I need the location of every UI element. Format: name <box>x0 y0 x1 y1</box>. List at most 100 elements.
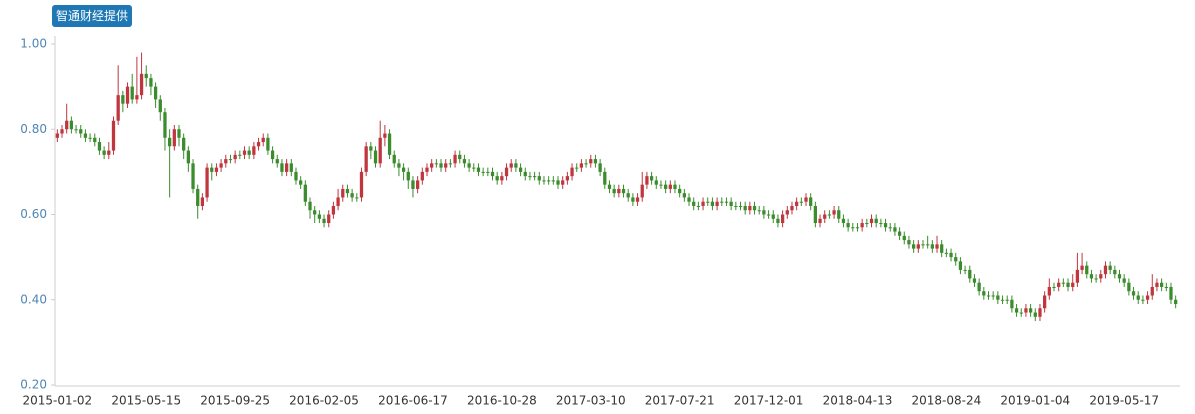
candle-body <box>949 252 953 258</box>
candle-body <box>125 86 130 104</box>
candle-body <box>88 137 92 139</box>
x-tick-label: 2017-03-10 <box>556 394 626 408</box>
candle-body <box>467 163 471 168</box>
candle-body <box>1024 308 1028 313</box>
candle-body <box>687 197 691 202</box>
x-tick-label: 2017-12-01 <box>734 394 804 408</box>
candle-body <box>486 171 490 173</box>
candle-body <box>476 167 481 172</box>
candle-body <box>355 197 359 199</box>
candle-body <box>55 133 59 138</box>
candle-body <box>97 142 102 151</box>
candle-body <box>1150 286 1154 296</box>
x-tick-label: 2017-07-21 <box>645 394 715 408</box>
candle-body <box>205 167 209 198</box>
candle-body <box>617 188 621 194</box>
candle-body <box>1038 308 1042 317</box>
x-tick-label: 2019-05-17 <box>1089 394 1159 408</box>
candle-body <box>275 159 279 164</box>
candle-body <box>144 73 148 79</box>
candle-body <box>603 171 607 185</box>
candle-body <box>224 159 228 164</box>
candle-body <box>780 214 785 224</box>
candle-body <box>827 214 832 216</box>
candle-body <box>1033 312 1037 317</box>
candle-body <box>1014 308 1019 313</box>
candle-body <box>986 295 991 297</box>
candle-body <box>472 167 476 169</box>
candle-body <box>734 205 738 207</box>
candle-body <box>1131 291 1136 296</box>
x-tick-label: 2016-06-17 <box>378 394 448 408</box>
candle-body <box>331 205 336 215</box>
candle-body <box>153 86 158 100</box>
candle-body <box>523 171 527 177</box>
candle-body <box>182 137 186 151</box>
candle-body <box>168 137 172 147</box>
candle-body <box>930 244 934 249</box>
candle-body <box>855 227 860 229</box>
candle-body <box>111 120 116 151</box>
candle-body <box>724 201 729 203</box>
candle-body <box>935 244 939 249</box>
candle-body <box>1094 278 1098 280</box>
candle-body <box>116 95 120 121</box>
candle-body <box>921 244 925 246</box>
candle-body <box>640 184 644 198</box>
candle-body <box>1122 278 1126 283</box>
candle-body <box>1103 265 1108 275</box>
candle-body <box>706 201 710 203</box>
candle-body <box>528 176 532 178</box>
candle-body <box>823 214 827 219</box>
candle-body <box>645 176 649 185</box>
candle-body <box>832 210 836 215</box>
candle-body <box>149 78 153 87</box>
candle-body <box>1174 299 1178 305</box>
candle-body <box>439 163 443 168</box>
candle-body <box>107 150 111 155</box>
candle-body <box>916 244 920 249</box>
candle-body <box>631 197 635 202</box>
candle-body <box>799 201 803 203</box>
candle-body <box>940 244 944 253</box>
candle-body <box>565 176 570 181</box>
y-tick-label: 1.00 <box>20 37 47 51</box>
candle-body <box>425 167 429 172</box>
candle-body <box>1164 286 1168 288</box>
candle-body <box>69 120 74 130</box>
candle-body <box>968 269 972 279</box>
candle-body <box>83 133 88 138</box>
candle-body <box>1145 295 1150 300</box>
candle-body <box>317 214 322 219</box>
candle-body <box>752 205 757 211</box>
y-tick-label: 0.20 <box>20 378 47 392</box>
candle-body <box>139 73 144 96</box>
candle-body <box>1043 295 1047 309</box>
source-badge-bg <box>52 5 132 27</box>
candle-body <box>977 282 981 292</box>
y-tick-label: 0.60 <box>20 207 47 221</box>
candle-body <box>322 218 326 224</box>
candle-body <box>299 180 303 185</box>
candle-body <box>738 205 743 207</box>
candle-body <box>177 129 181 138</box>
x-tick-label: 2016-02-05 <box>289 394 359 408</box>
candle-body <box>60 129 64 134</box>
candle-body <box>252 146 256 155</box>
candle-body <box>944 252 949 254</box>
candle-body <box>350 193 354 198</box>
candle-body <box>289 163 293 172</box>
candle-body <box>458 154 462 160</box>
candle-body <box>1066 282 1070 287</box>
candle-body <box>696 205 701 207</box>
candle-body <box>430 163 434 168</box>
candle-body <box>869 218 874 224</box>
candle-body <box>1136 295 1140 300</box>
candle-body <box>846 223 850 228</box>
candle-body <box>448 163 453 165</box>
candle-body <box>186 150 190 164</box>
candle-body <box>93 137 97 143</box>
candle-body <box>1127 282 1131 292</box>
candle-body <box>635 197 640 202</box>
